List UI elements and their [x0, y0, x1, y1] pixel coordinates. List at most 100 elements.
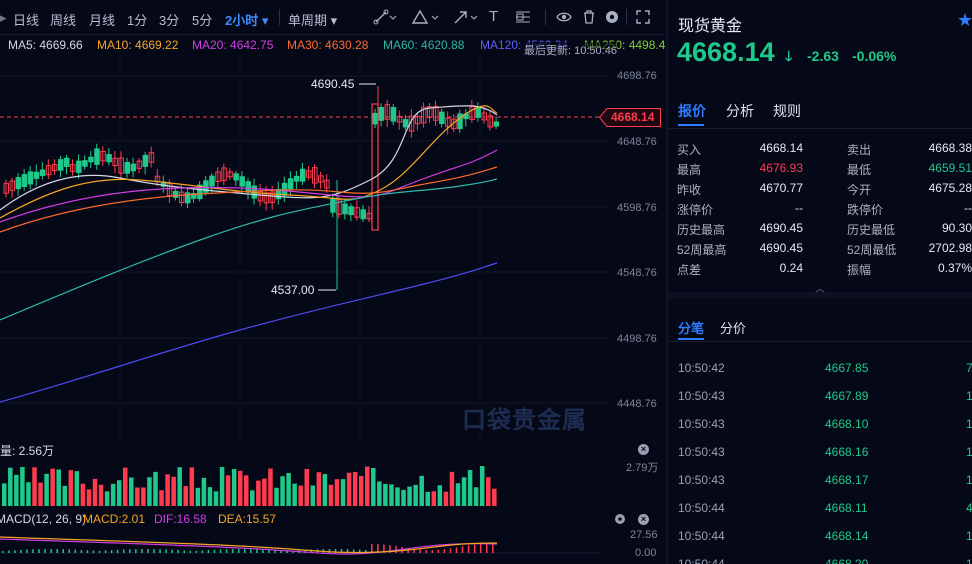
tick-price: 4667.89 [825, 389, 869, 403]
panel-divider[interactable] [666, 0, 669, 564]
candle-body [118, 157, 124, 174]
period-weekly[interactable]: 周线 [50, 13, 77, 28]
tick-price: 4668.10 [825, 417, 869, 431]
candle-body [57, 159, 64, 171]
favorite-star-icon[interactable]: ★ [957, 10, 972, 30]
volume-bar [135, 487, 140, 506]
eye-icon[interactable] [556, 9, 572, 25]
macd-histogram-bar [116, 549, 119, 553]
candle-body [209, 175, 215, 187]
close-volume-icon[interactable]: × [638, 444, 649, 455]
text-tool-icon[interactable]: T [489, 8, 499, 25]
candle-body [487, 115, 493, 128]
macd-histogram-bar [377, 544, 379, 553]
volume-bar [395, 487, 400, 506]
volume-bar [449, 471, 455, 506]
settings-icon[interactable] [604, 9, 620, 25]
fibonacci-tool-icon[interactable] [514, 9, 532, 25]
macd-histogram-bar [177, 550, 179, 553]
volume-bar [304, 469, 309, 506]
tab-analysis[interactable]: 分析 [726, 103, 754, 119]
volume-bar [328, 484, 334, 506]
candle-body [439, 111, 445, 124]
candle-body [239, 176, 245, 187]
macd-y-zero: 0.00 [635, 547, 657, 559]
macd-histogram-bar [310, 549, 313, 553]
chart-area[interactable]: ▸ 日线 周线 月线 1分 3分 5分 2小时 ▾ 单周期 ▾ T [0, 0, 666, 564]
high-annotation: 4690.45 [311, 77, 355, 91]
tick-time: 10:50:44 [678, 501, 725, 515]
trash-icon[interactable] [582, 9, 596, 25]
stat-value: 4675.28 [928, 181, 972, 195]
volume-bar [8, 467, 13, 506]
macd-histogram-bar [110, 550, 113, 553]
line-tool-icon[interactable] [373, 9, 397, 25]
volume-bar [244, 475, 249, 506]
volume-bar [437, 485, 443, 506]
volume-bar [443, 491, 449, 506]
candle-body [481, 112, 487, 121]
macd-histogram-bar [383, 544, 385, 553]
macd-histogram-bar [171, 549, 173, 553]
volume-bar [250, 490, 255, 506]
volume-bar [292, 483, 297, 506]
collapse-chevron-icon[interactable]: ︿ [815, 284, 825, 295]
candle-body [94, 148, 100, 165]
stat-value: 4670.77 [759, 181, 803, 195]
toolbar-separator [626, 9, 627, 25]
toolbar-overflow-icon[interactable]: ▸ [0, 10, 7, 25]
macd-histogram-bar [467, 545, 470, 553]
tab-ticks[interactable]: 分笔 [678, 321, 705, 336]
candle-body [312, 167, 318, 184]
close-macd-icon[interactable]: × [638, 514, 649, 525]
ma30-line [0, 166, 498, 233]
candle-body [191, 193, 197, 199]
tick-volume: 1 [966, 389, 972, 403]
volume-bar [268, 468, 273, 506]
volume-bar [159, 490, 164, 506]
candle-body [348, 206, 354, 216]
macd-histogram-bar [237, 549, 240, 553]
stat-label: 历史最高 [677, 223, 726, 237]
tab-rules[interactable]: 规则 [773, 103, 801, 119]
period-daily[interactable]: 日线 [13, 13, 40, 28]
stat-value: 0.24 [779, 261, 803, 275]
tab-price-dist[interactable]: 分价 [720, 321, 747, 336]
macd-y-top: 27.56 [630, 529, 658, 541]
stat-label: 点差 [677, 263, 702, 277]
volume-bar [213, 491, 219, 506]
period-monthly[interactable]: 月线 [89, 13, 116, 28]
macd-histogram-bar [437, 549, 440, 553]
period-5min[interactable]: 5分 [192, 13, 213, 28]
period-1min[interactable]: 1分 [127, 13, 148, 28]
candle-body [414, 115, 421, 125]
candle-body [27, 171, 34, 185]
macd-histogram-bar [14, 550, 16, 553]
volume-bar [92, 478, 98, 506]
volume-bar [237, 470, 243, 506]
volume-bar [425, 491, 430, 506]
period-2hour[interactable]: 2小时 ▾ [225, 13, 269, 28]
period-mode-dropdown[interactable]: 单周期 ▾ [288, 13, 338, 28]
tick-volume: 1 [966, 417, 972, 431]
candle-body [384, 104, 391, 120]
volume-bar [98, 484, 104, 506]
macd-settings-icon[interactable] [614, 513, 626, 525]
fullscreen-icon[interactable] [635, 9, 651, 25]
volume-bar [473, 487, 479, 506]
macd-histogram-bar [38, 549, 40, 553]
tab-quote[interactable]: 报价 [678, 103, 706, 119]
arrow-tool-icon[interactable] [452, 9, 478, 25]
candlestick-chart[interactable] [0, 56, 610, 446]
volume-bar [262, 478, 267, 506]
candle-body [324, 179, 330, 189]
dif-value: DIF:16.58 [154, 512, 207, 526]
low-annotation: 4537.00 [271, 283, 315, 297]
volume-bar [383, 483, 388, 506]
macd-histogram-bar [225, 549, 228, 553]
stat-value: 4659.51 [928, 161, 972, 175]
tick-price: 4668.16 [825, 445, 869, 459]
candle-body [287, 178, 294, 190]
period-3min[interactable]: 3分 [159, 13, 180, 28]
shape-tool-icon[interactable] [411, 9, 439, 25]
